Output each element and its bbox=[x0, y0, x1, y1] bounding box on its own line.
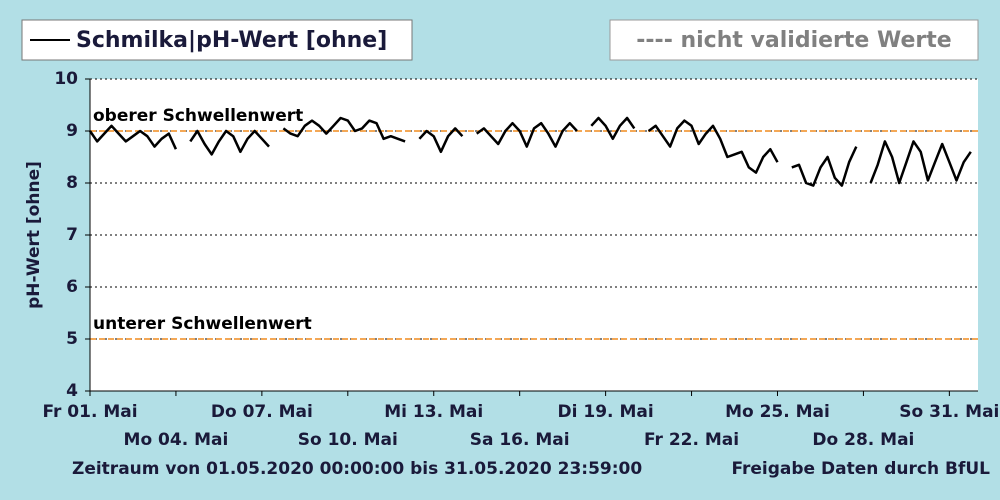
x-tick-label: Di 19. Mai bbox=[558, 402, 654, 422]
x-tick-label: Fr 22. Mai bbox=[644, 430, 739, 450]
footer-right: Freigabe Daten durch BfUL bbox=[731, 459, 990, 479]
x-tick-label: Do 07. Mai bbox=[211, 402, 313, 422]
legend-note: ---- nicht validierte Werte bbox=[636, 28, 951, 53]
x-tick-label: So 10. Mai bbox=[298, 430, 398, 450]
x-tick-label: Do 28. Mai bbox=[812, 430, 914, 450]
legend-label: Schmilka|pH-Wert [ohne] bbox=[76, 28, 387, 53]
data-line bbox=[88, 116, 972, 187]
y-tick-label: 6 bbox=[66, 277, 78, 297]
y-tick-label: 9 bbox=[66, 121, 78, 141]
footer-left: Zeitraum von 01.05.2020 00:00:00 bis 31.… bbox=[72, 459, 642, 479]
y-tick-label: 8 bbox=[66, 173, 78, 193]
x-tick-label: Sa 16. Mai bbox=[470, 430, 570, 450]
legend-box bbox=[21, 19, 413, 61]
x-tick-label: So 31. Mai bbox=[899, 402, 999, 422]
threshold-label: unterer Schwellenwert bbox=[93, 314, 312, 334]
y-tick-label: 5 bbox=[66, 329, 78, 349]
y-tick-label: 7 bbox=[66, 225, 78, 245]
x-tick-label: Mo 25. Mai bbox=[725, 402, 830, 422]
x-tick-label: Mo 04. Mai bbox=[124, 430, 229, 450]
y-axis-label: pH-Wert [ohne] bbox=[24, 161, 44, 309]
x-tick-label: Mi 13. Mai bbox=[384, 402, 483, 422]
legend-note-box bbox=[609, 19, 979, 61]
y-tick-label: 4 bbox=[66, 381, 78, 401]
threshold-label: oberer Schwellenwert bbox=[93, 106, 303, 126]
y-tick-label: 10 bbox=[54, 69, 78, 89]
x-tick-label: Fr 01. Mai bbox=[42, 402, 137, 422]
